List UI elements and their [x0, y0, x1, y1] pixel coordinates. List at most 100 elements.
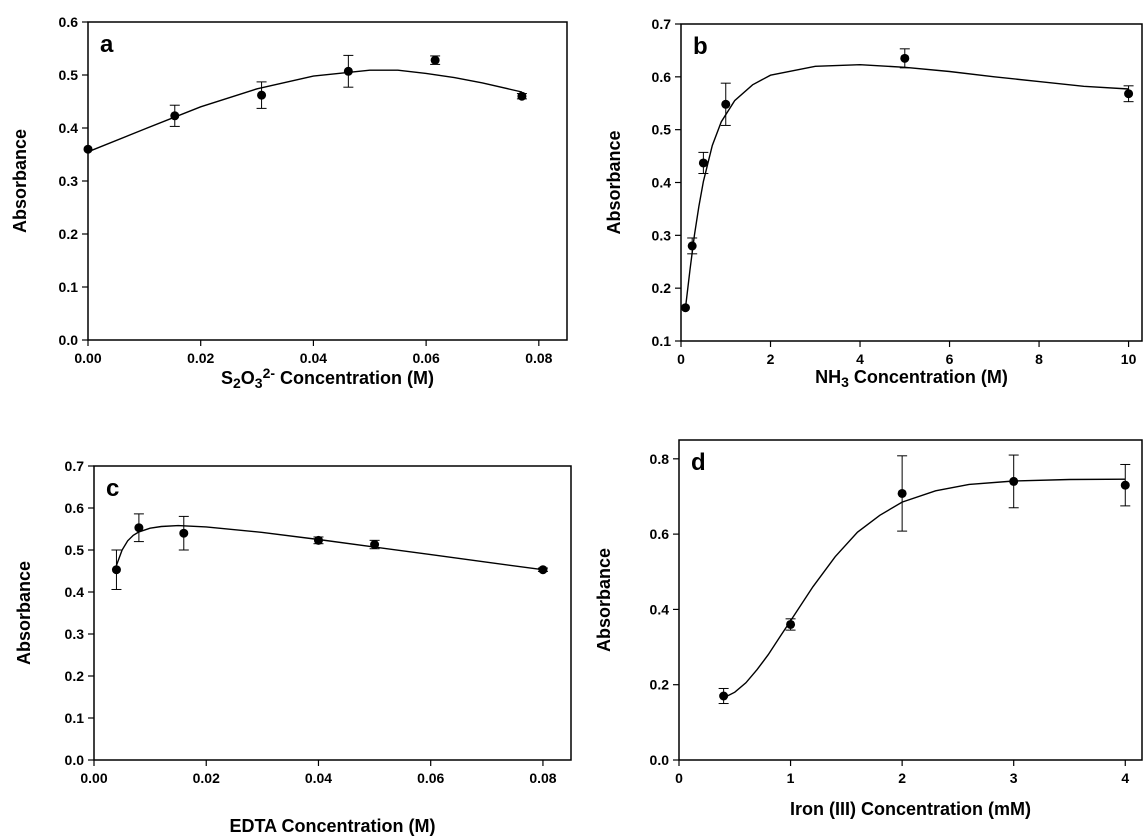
- x-axis-label-part: NH: [815, 367, 841, 387]
- plot-frame-a: [87, 21, 568, 341]
- x-axis-label-part: 2-: [263, 365, 276, 381]
- y-tick-label-a: 0.5: [59, 67, 79, 83]
- x-tick-label-b: 2: [767, 351, 775, 367]
- y-tick-label-b: 0.6: [652, 69, 672, 85]
- y-tick-label-c: 0.2: [65, 668, 85, 684]
- y-tick-label-a: 0.3: [59, 173, 79, 189]
- panel-label-b: b: [693, 33, 708, 60]
- y-tick-label-c: 0.7: [65, 458, 85, 474]
- x-tick-label-d: 0: [675, 770, 683, 786]
- x-axis-label-b: NH3 Concentration (M): [815, 367, 1008, 390]
- x-tick-label-b: 6: [946, 351, 954, 367]
- panel-b: 0 2 4 6 8 10 0.1 0.2 0.3 0.4 0.5 0.6 0.7 b NH3 Concent…: [604, 16, 1143, 390]
- data-point-d: [1009, 476, 1019, 486]
- x-axis-label-part: 3: [841, 374, 849, 390]
- x-tick-label-d: 1: [787, 770, 795, 786]
- plot-frame-c: [93, 465, 572, 761]
- x-tick-label-b: 4: [856, 351, 864, 367]
- panel-label-c: c: [106, 475, 119, 502]
- x-tick-label-b: 10: [1121, 351, 1137, 367]
- x-tick-label-d: 2: [898, 770, 906, 786]
- data-point-b: [1124, 89, 1134, 99]
- x-axis-label-c: EDTA Concentration (M): [230, 816, 436, 836]
- data-point-c: [111, 565, 121, 575]
- x-tick-label-c: 0.06: [417, 770, 444, 786]
- x-axis-label-part: Concentration (M): [849, 367, 1008, 387]
- x-tick-label-b: 8: [1035, 351, 1043, 367]
- data-point-b: [698, 158, 708, 168]
- data-point-c: [538, 565, 548, 575]
- y-tick-label-c: 0.1: [65, 710, 85, 726]
- x-tick-label-a: 0.04: [300, 350, 327, 366]
- fit-curve-c: [115, 524, 543, 571]
- fit-curve-b: [684, 63, 1129, 308]
- plot-frame-b: [680, 23, 1143, 342]
- x-tick-label-b: 0: [677, 351, 685, 367]
- x-tick-label-d: 4: [1121, 770, 1129, 786]
- y-tick-label-b: 0.7: [652, 16, 672, 32]
- y-tick-label-b: 0.4: [652, 175, 672, 191]
- y-tick-label-a: 0.6: [59, 14, 79, 30]
- y-tick-label-a: 0.1: [59, 279, 79, 295]
- y-axis-label-a: Absorbance: [10, 129, 30, 233]
- x-tick-label-a: 0.00: [74, 350, 101, 366]
- y-tick-label-c: 0.6: [65, 500, 85, 516]
- x-tick-label-a: 0.06: [412, 350, 439, 366]
- x-tick-label-d: 3: [1010, 770, 1018, 786]
- data-point-a: [517, 91, 527, 101]
- y-tick-label-b: 0.2: [652, 280, 672, 296]
- x-tick-label-a: 0.08: [525, 350, 552, 366]
- panel-a: 0.00 0.02 0.04 0.06 0.08 0.0 0.1 0.2 0.3 0.4 0.5 0.…: [10, 14, 568, 391]
- y-tick-label-c: 0.3: [65, 626, 85, 642]
- panel-d: 0 1 2 3 4 0.0 0.2 0.4 0.6 0.8 d Iron (III) Concentr…: [594, 439, 1143, 819]
- x-axis-label-a: S2O32- Concentration (M): [221, 365, 434, 391]
- x-axis-label-part: Iron (III) Concentration (mM): [790, 799, 1031, 819]
- x-axis-label-part: EDTA Concentration (M): [230, 816, 436, 836]
- y-tick-label-a: 0.4: [59, 120, 79, 136]
- data-point-b: [721, 99, 731, 109]
- data-point-b: [680, 303, 690, 313]
- data-point-b: [900, 53, 910, 63]
- y-tick-label-b: 0.3: [652, 227, 672, 243]
- data-point-a: [257, 90, 267, 100]
- plot-frame-d: [678, 439, 1143, 761]
- y-tick-label-d: 0.6: [650, 526, 670, 542]
- y-tick-label-b: 0.5: [652, 122, 672, 138]
- y-axis-label-d: Absorbance: [594, 548, 614, 652]
- y-tick-label-c: 0.0: [65, 752, 85, 768]
- data-point-c: [134, 523, 144, 533]
- x-tick-label-a: 0.02: [187, 350, 214, 366]
- y-axis-label-b: Absorbance: [604, 130, 624, 234]
- x-tick-label-c: 0.08: [529, 770, 556, 786]
- x-axis-label-part: O: [241, 368, 255, 388]
- y-tick-label-d: 0.0: [650, 752, 670, 768]
- data-point-c: [179, 528, 189, 538]
- data-point-a: [170, 111, 180, 121]
- x-tick-label-c: 0.04: [305, 770, 332, 786]
- panel-label-a: a: [100, 31, 114, 58]
- data-point-a: [430, 55, 440, 65]
- data-point-b: [687, 241, 697, 251]
- y-tick-label-c: 0.5: [65, 542, 85, 558]
- x-axis-label-part: 2: [233, 375, 241, 391]
- y-tick-label-a: 0.2: [59, 226, 79, 242]
- data-point-a: [343, 66, 353, 76]
- y-axis-label-c: Absorbance: [14, 561, 34, 665]
- x-tick-label-c: 0.00: [80, 770, 107, 786]
- data-point-d: [719, 691, 729, 701]
- data-point-c: [370, 540, 380, 550]
- data-point-c: [313, 535, 323, 545]
- x-axis-label-part: Concentration (M): [275, 368, 434, 388]
- panel-c: 0.00 0.02 0.04 0.06 0.08 0.0 0.1 0.2 0.3 0.4 0.5 0.…: [14, 458, 572, 836]
- data-point-d: [897, 488, 907, 498]
- y-tick-label-d: 0.8: [650, 451, 670, 467]
- y-tick-label-c: 0.4: [65, 584, 85, 600]
- data-point-d: [1120, 480, 1130, 490]
- panel-label-d: d: [691, 449, 706, 476]
- x-axis-label-d: Iron (III) Concentration (mM): [790, 799, 1031, 819]
- data-point-a: [83, 144, 93, 154]
- y-tick-label-d: 0.2: [650, 677, 670, 693]
- fit-curve-d: [723, 478, 1126, 699]
- data-point-d: [786, 619, 796, 629]
